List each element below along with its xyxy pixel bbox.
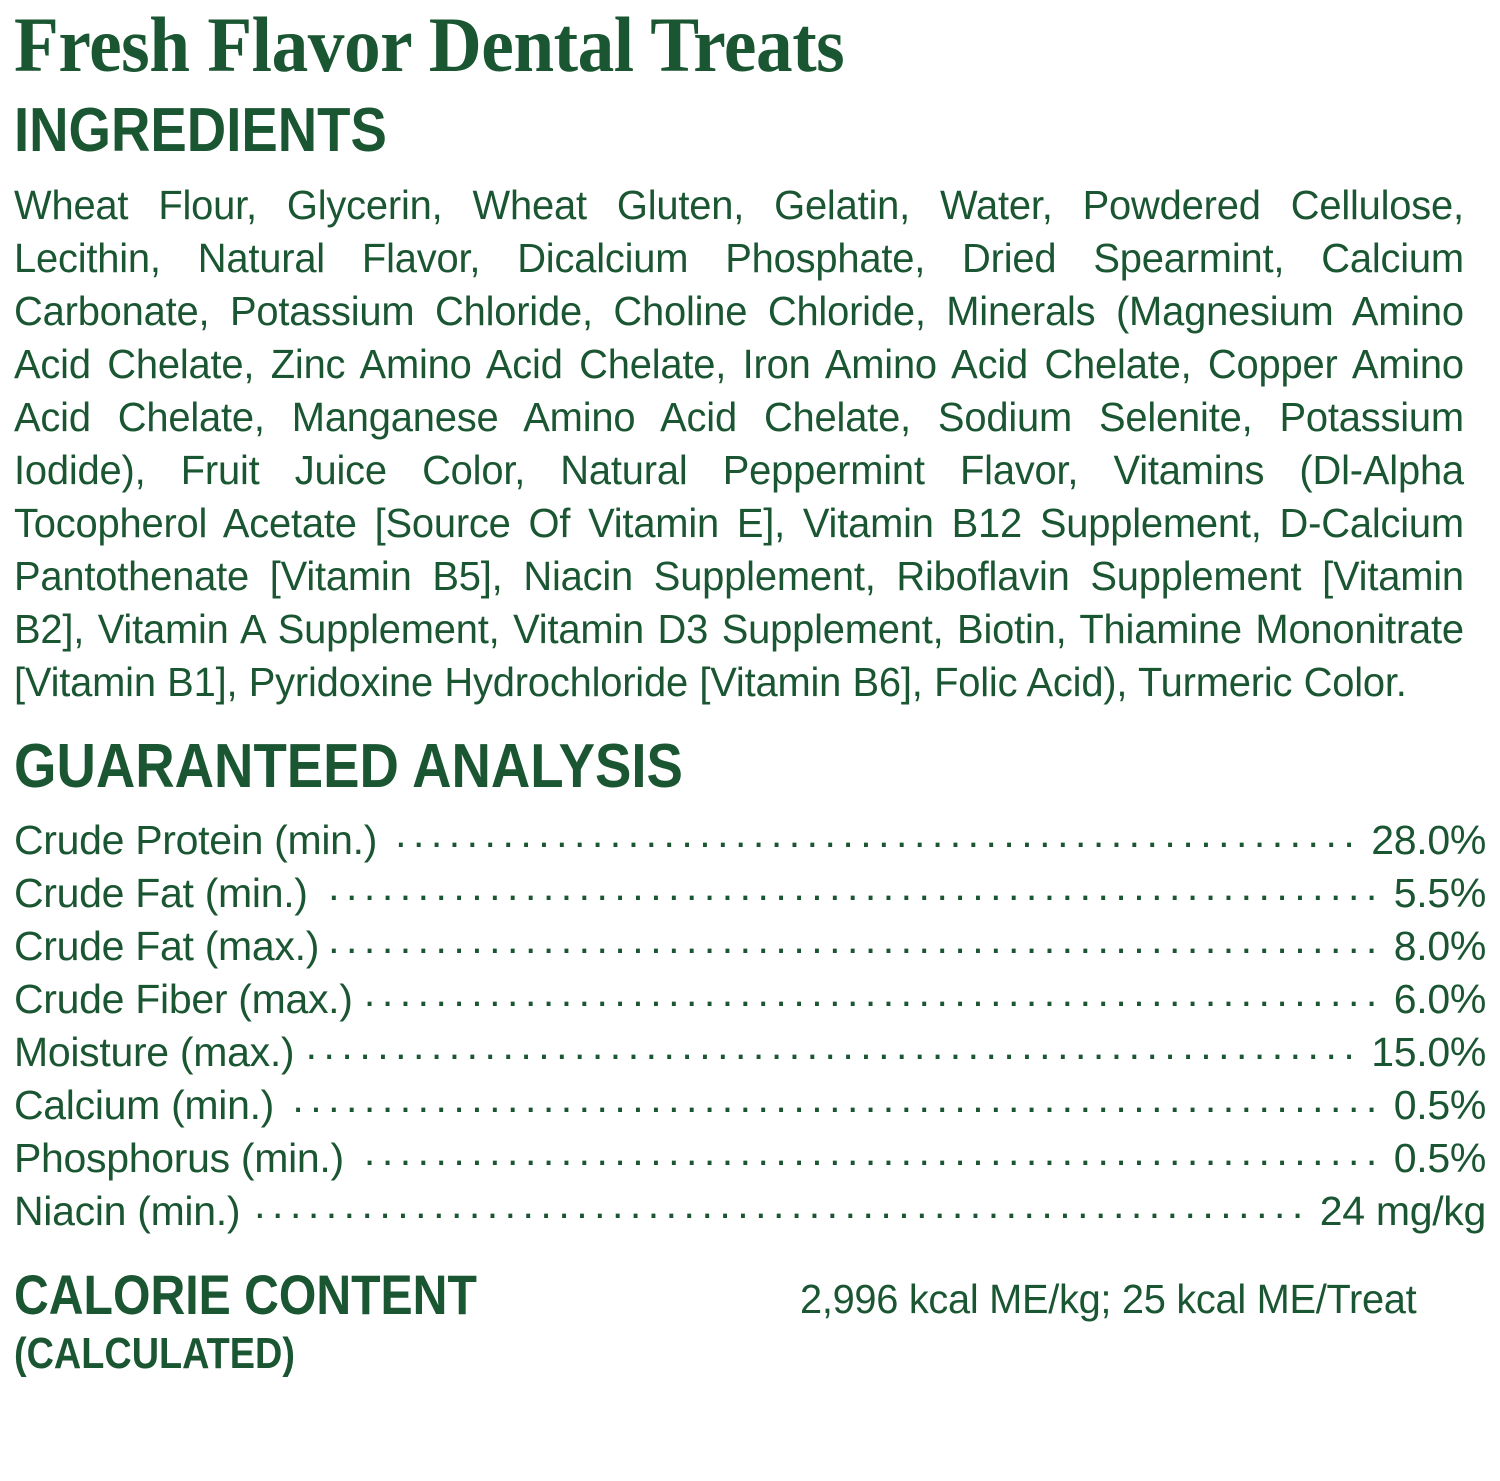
guaranteed-analysis-label: Moisture (max.) [14, 1029, 295, 1075]
guaranteed-analysis-row: Calcium (min.) 0.5% [14, 1078, 1486, 1131]
guaranteed-analysis-label: Crude Fiber (max.) [14, 976, 353, 1022]
guaranteed-analysis-row: Crude Fat (max.) 8.0% [14, 919, 1486, 972]
guaranteed-analysis-label: Crude Fat (max.) [14, 923, 320, 969]
dotted-leader [329, 919, 1384, 960]
guaranteed-analysis-row: Crude Fat (min.) 5.5% [14, 866, 1486, 919]
dotted-leader [284, 1078, 1384, 1119]
guaranteed-analysis-label: Niacin (min.) [14, 1188, 241, 1234]
calorie-content-value: 2,996 kcal ME/kg; 25 kcal ME/Treat [800, 1276, 1417, 1322]
calorie-content-heading: CALORIE CONTENT [14, 1263, 477, 1326]
dotted-leader [318, 866, 1384, 907]
guaranteed-analysis-row: Niacin (min.) 24 mg/kg [14, 1184, 1486, 1237]
guaranteed-analysis-value: 5.5% [1393, 870, 1487, 916]
dotted-leader [363, 972, 1384, 1013]
guaranteed-analysis-value: 15.0% [1371, 1029, 1486, 1075]
guaranteed-analysis-label: Phosphorus (min.) [14, 1135, 344, 1181]
page-title: Fresh Flavor Dental Treats [14, 1, 845, 88]
guaranteed-analysis-label: Crude Protein (min.) [14, 817, 378, 863]
guaranteed-analysis-value: 6.0% [1393, 976, 1487, 1022]
guaranteed-analysis-value: 0.5% [1393, 1082, 1487, 1128]
guaranteed-analysis-row: Crude Fiber (max.) 6.0% [14, 972, 1486, 1025]
ingredients-text: Wheat Flour, Glycerin, Wheat Gluten, Gel… [14, 182, 1464, 705]
dotted-leader [354, 1131, 1384, 1172]
ingredients-heading: INGREDIENTS [14, 96, 387, 165]
guaranteed-analysis-value: 28.0% [1371, 817, 1486, 863]
guaranteed-analysis-value: 0.5% [1393, 1135, 1487, 1181]
dotted-leader [387, 813, 1361, 854]
guaranteed-analysis-value: 8.0% [1393, 923, 1487, 969]
dotted-leader [250, 1184, 1310, 1225]
guaranteed-analysis-row: Crude Protein (min.) 28.0% [14, 813, 1486, 866]
calorie-content-subheading: (CALCULATED) [14, 1329, 295, 1378]
dotted-leader [304, 1025, 1361, 1066]
guaranteed-analysis-value: 24 mg/kg [1319, 1188, 1487, 1234]
guaranteed-analysis-row: Phosphorus (min.) 0.5% [14, 1131, 1486, 1184]
guaranteed-analysis-row: Moisture (max.) 15.0% [14, 1025, 1486, 1078]
guaranteed-analysis-label: Crude Fat (min.) [14, 870, 308, 916]
calorie-content-block: CALORIE CONTENT (CALCULATED) 2,996 kcal … [14, 1237, 1486, 1382]
guaranteed-analysis-heading: GUARANTEED ANALYSIS [14, 732, 683, 801]
guaranteed-analysis-table: Crude Protein (min.)28.0%Crude Fat (min.… [14, 798, 1486, 1237]
guaranteed-analysis-label: Calcium (min.) [14, 1082, 275, 1128]
